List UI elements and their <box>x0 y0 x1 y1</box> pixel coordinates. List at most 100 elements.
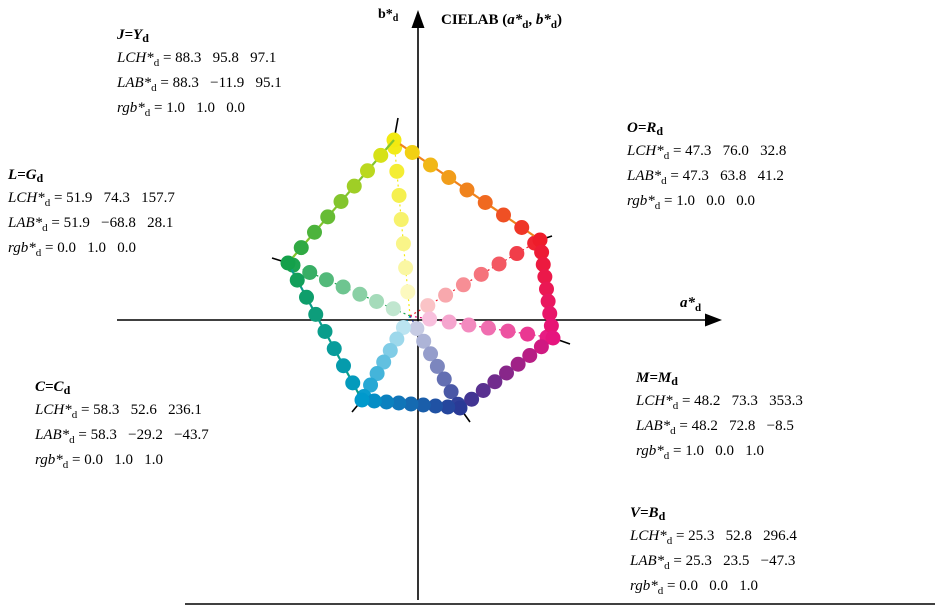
gamut-dot <box>532 232 548 248</box>
plot-title-b: b* <box>535 12 551 28</box>
gamut-dot <box>464 391 480 407</box>
gamut-dot <box>373 147 389 163</box>
spoke-dot <box>385 301 401 317</box>
gamut-dot <box>391 395 407 411</box>
rgb-row: rgb*d = 0.0 1.0 1.0 <box>35 452 163 471</box>
spoke-dot <box>382 343 398 359</box>
rgb-row: rgb*d = 1.0 1.0 0.0 <box>117 100 245 119</box>
a-axis-label-text: a* <box>680 295 695 311</box>
lch-row: LCH*d = 48.2 73.3 353.3 <box>636 393 803 412</box>
gamut-dot <box>440 399 456 415</box>
spoke-dot <box>389 331 405 347</box>
gamut-dot <box>379 394 394 410</box>
gamut-dot <box>320 209 336 225</box>
b-axis-label-text: b* <box>378 7 393 22</box>
lch-row: LCH*d = 58.3 52.6 236.1 <box>35 402 202 421</box>
lab-row: LAB*d = 88.3 −11.9 95.1 <box>117 75 282 94</box>
rgb-row: rgb*d = 0.0 0.0 1.0 <box>630 578 758 597</box>
spoke-dot <box>423 346 439 362</box>
gamut-dot <box>366 393 382 409</box>
hue-series <box>271 117 571 423</box>
spoke-dot <box>441 314 457 330</box>
spoke-dot <box>436 371 452 387</box>
plot-title-a-sub: d <box>522 19 529 31</box>
gamut-dot <box>477 195 493 210</box>
gamut-dot <box>475 383 491 398</box>
plot-title-prefix: CIELAB ( <box>441 12 508 28</box>
gamut-dot <box>539 281 554 297</box>
spoke-dot <box>376 354 392 370</box>
spoke-dot <box>302 264 318 280</box>
hue-block-title: V=Bd <box>630 505 666 523</box>
gamut-dot <box>360 163 375 179</box>
gamut-dot <box>308 306 324 322</box>
hue-block-title: C=Cd <box>35 379 71 397</box>
axes <box>117 10 935 605</box>
rgb-row: rgb*d = 1.0 0.0 1.0 <box>636 443 764 462</box>
spoke-dot <box>491 256 507 272</box>
gamut-dot <box>346 178 362 194</box>
spoke-dot <box>438 287 454 303</box>
hue-block-title: M=Md <box>636 370 678 388</box>
hue-block-c: C=Cd LCH*d = 58.3 52.6 236.1 LAB*d = 58.… <box>35 376 209 473</box>
spoke-dot <box>398 260 414 276</box>
hue-block-l: L=Gd LCH*d = 51.9 74.3 157.7 LAB*d = 51.… <box>8 164 175 261</box>
gamut-dot <box>326 341 342 357</box>
hue-block-o: O=Rd LCH*d = 47.3 76.0 32.8 LAB*d = 47.3… <box>627 117 786 214</box>
lch-row: LCH*d = 51.9 74.3 157.7 <box>8 190 175 209</box>
gamut-dot <box>289 272 305 288</box>
spoke-dot <box>318 272 334 288</box>
gamut-dot <box>542 306 558 321</box>
gamut-dot <box>499 365 514 381</box>
spoke-dot <box>500 323 516 339</box>
gamut-dot <box>510 356 526 372</box>
gamut-dot <box>441 170 457 185</box>
spoke-dot <box>461 317 477 333</box>
spoke-dot <box>393 212 409 228</box>
lab-row: LAB*d = 47.3 63.8 41.2 <box>627 168 784 187</box>
gamut-dot <box>452 400 468 416</box>
spoke-dot <box>409 321 425 337</box>
spoke-dot <box>335 279 351 295</box>
gamut-dot <box>423 157 438 173</box>
b-axis-label: b*d <box>378 7 398 24</box>
gamut-dot <box>403 396 419 412</box>
spoke-dot <box>422 311 438 327</box>
lch-row: LCH*d = 47.3 76.0 32.8 <box>627 143 787 162</box>
spoke-dot <box>389 163 405 179</box>
gamut-dot <box>545 330 561 346</box>
plot-title-sep: , <box>528 12 536 28</box>
rgb-row: rgb*d = 0.0 1.0 0.0 <box>8 240 136 259</box>
spoke-dot <box>400 284 416 300</box>
spoke-dot <box>352 286 368 302</box>
hue-block-v: V=Bd LCH*d = 25.3 52.8 296.4 LAB*d = 25.… <box>630 502 797 599</box>
hue-block-title: J=Yd <box>117 27 149 45</box>
spoke-dot <box>369 293 385 309</box>
spoke-dot <box>429 358 445 374</box>
gamut-dot <box>307 224 322 240</box>
gamut-dot <box>415 397 431 413</box>
gamut-dot <box>537 269 553 285</box>
spoke-dot <box>443 384 459 400</box>
plot-title-b-sub: d <box>550 19 558 31</box>
gamut-dot <box>354 392 370 408</box>
lab-row: LAB*d = 48.2 72.8 −8.5 <box>636 418 794 437</box>
spoke-dot <box>420 298 436 314</box>
gamut-dot <box>543 318 559 334</box>
gamut-dot <box>333 194 349 209</box>
spoke-dot <box>391 187 407 203</box>
plot-title-suffix: ) <box>557 12 563 28</box>
spoke-dot <box>395 320 411 336</box>
a-axis-arrowhead <box>705 313 722 327</box>
gamut-dot <box>336 358 351 374</box>
spoke-dot <box>363 377 379 393</box>
plot-title-a: a* <box>507 12 523 28</box>
gamut-dot <box>428 398 443 414</box>
lch-row: LCH*d = 88.3 95.8 97.1 <box>117 50 277 69</box>
gamut-dot <box>522 348 538 363</box>
gamut-dot <box>514 220 530 235</box>
gamut-dot <box>535 257 551 272</box>
spoke-dot <box>455 277 471 293</box>
gamut-dot <box>533 339 549 355</box>
